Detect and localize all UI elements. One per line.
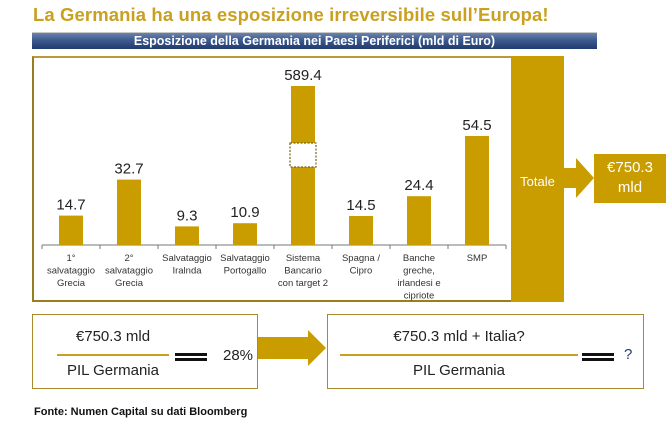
total-value-amount: €750.3 xyxy=(607,159,653,176)
chart-title: Esposizione della Germania nei Paesi Per… xyxy=(32,32,597,49)
equation-right-box: €750.3 mld + Italia? PIL Germania ? xyxy=(327,314,644,389)
page-title: La Germania ha una esposizione irreversi… xyxy=(33,4,549,25)
total-bar xyxy=(511,56,564,302)
fraction-line xyxy=(340,354,578,356)
arrow-right-icon xyxy=(564,158,594,198)
equation-left-box: €750.3 mld PIL Germania 28% xyxy=(32,314,258,389)
equals-icon xyxy=(175,353,207,361)
equals-icon xyxy=(582,353,614,361)
equation-left-result: 28% xyxy=(223,347,254,364)
equation-right-denominator: PIL Germania xyxy=(413,362,505,379)
total-value-box: €750.3 mld xyxy=(594,154,666,203)
chart-frame xyxy=(32,56,511,302)
equation-left-numerator: €750.3 mld xyxy=(75,328,151,345)
arrow-right-icon xyxy=(258,330,326,366)
total-value-unit: mld xyxy=(617,179,643,196)
source-note: Fonte: Numen Capital su dati Bloomberg xyxy=(34,406,248,418)
equation-right-numerator: €750.3 mld + Italia? xyxy=(393,328,525,345)
equation-right-result: ? xyxy=(624,346,633,363)
total-label: Totale xyxy=(520,174,555,189)
fraction-line xyxy=(57,354,169,356)
equation-left-denominator: PIL Germania xyxy=(67,362,159,379)
